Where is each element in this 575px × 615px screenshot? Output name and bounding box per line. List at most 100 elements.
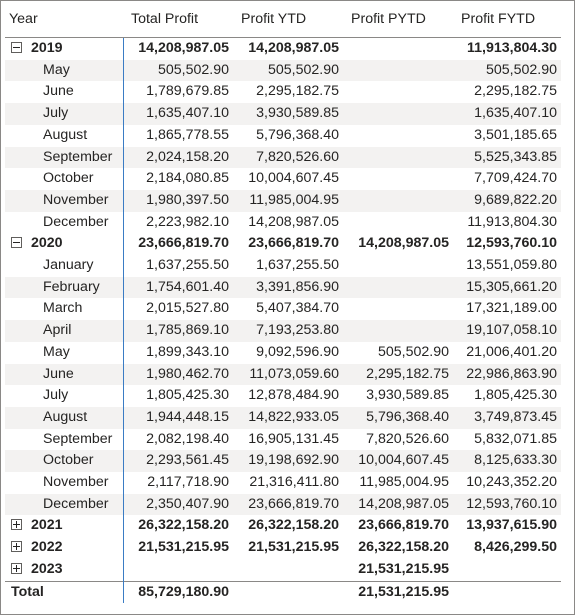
- month-row: March 2,015,527.80 5,407,384.70 17,321,189.…: [5, 298, 561, 321]
- profit-pytd-cell: 11,985,004.95: [359, 474, 449, 491]
- month-row: October 2,184,080.85 10,004,607.45 7,709,42…: [5, 168, 561, 190]
- row-label-cell: 2020: [5, 233, 124, 256]
- total-profit-cell: 1,980,397.50: [123, 189, 233, 212]
- profit-pytd-cell: 14,208,987.05: [358, 235, 449, 252]
- row-label: June: [43, 83, 74, 100]
- profit-fytd-cell: 15,305,661.20: [453, 276, 561, 299]
- expand-icon[interactable]: [11, 540, 22, 552]
- total-row: Total 85,729,180.90 21,531,215.95: [5, 580, 561, 604]
- profit-pytd-cell: 26,322,158.20: [358, 539, 449, 556]
- profit-fytd-cell: 11,913,804.30: [467, 213, 557, 230]
- profit-fytd-cell: 13,937,615.90: [466, 517, 557, 534]
- month-row: December 2,350,407.90 23,666,819.70 14,208,…: [5, 493, 561, 516]
- total-profit-cell: [123, 559, 233, 581]
- year-row[interactable]: 2020 23,666,819.70 23,666,819.70 14,208,987…: [5, 233, 561, 256]
- total-profit-cell: 21,531,215.95: [138, 539, 229, 556]
- profit-fytd-cell: 5,525,343.85: [453, 146, 561, 169]
- profit-ytd-cell: 10,004,607.45: [248, 170, 339, 187]
- row-label: July: [43, 387, 69, 404]
- total-profit-cell: 2,350,407.90: [123, 493, 233, 516]
- profit-ytd-cell: 7,820,526.60: [233, 146, 343, 169]
- year-row[interactable]: 2023 21,531,215.95: [5, 558, 561, 582]
- profit-pytd-cell: 21,531,215.95: [343, 580, 453, 604]
- row-label: December: [43, 495, 109, 512]
- row-label-cell: October: [5, 168, 124, 190]
- profit-ytd-cell: 505,502.90: [233, 59, 343, 82]
- row-label-cell: April: [5, 320, 124, 342]
- matrix-body: 2019 14,208,987.05 14,208,987.05 11,913,804…: [5, 37, 561, 604]
- month-row: July 1,635,407.10 3,930,589.85 1,635,407.10: [5, 103, 561, 125]
- profit-fytd-cell: 3,749,873.45: [453, 406, 561, 429]
- profit-pytd-cell: [343, 146, 453, 169]
- column-header-profit-pytd[interactable]: Profit PYTD: [343, 1, 453, 38]
- profit-fytd-cell: 19,107,058.10: [453, 320, 561, 342]
- row-label: September: [43, 148, 113, 165]
- year-row[interactable]: 2022 21,531,215.95 21,531,215.95 26,322,158…: [5, 537, 561, 559]
- row-label-cell: October: [5, 450, 124, 473]
- collapse-icon[interactable]: [11, 41, 22, 53]
- profit-fytd-cell: 7,709,424.70: [474, 170, 557, 187]
- profit-pytd-cell: 23,666,819.70: [358, 517, 449, 534]
- month-row: April 1,785,869.10 7,193,253.80 19,107,058.…: [5, 320, 561, 342]
- profit-pytd-cell: [343, 59, 453, 82]
- row-label-cell: December: [5, 211, 124, 234]
- total-profit-cell: 1,754,601.40: [123, 276, 233, 299]
- row-label-cell: 2022: [5, 537, 124, 559]
- total-profit-cell: 1,789,679.85: [146, 83, 229, 100]
- row-label-cell: August: [5, 124, 124, 147]
- profit-ytd-cell: 3,391,856.90: [233, 276, 343, 299]
- row-label: March: [43, 300, 83, 317]
- row-label: 2022: [31, 539, 63, 556]
- row-label-cell: Total: [5, 580, 124, 604]
- profit-pytd-cell: [343, 255, 453, 277]
- profit-fytd-cell: 11,913,804.30: [467, 40, 557, 56]
- column-header-profit-ytd[interactable]: Profit YTD: [233, 1, 343, 38]
- row-label-cell: January: [5, 255, 124, 277]
- row-label: May: [43, 343, 70, 360]
- profit-pytd-cell: [343, 276, 453, 299]
- month-row: November 1,980,397.50 11,985,004.95 9,689,8…: [5, 189, 561, 212]
- profit-ytd-cell: 26,322,158.20: [248, 517, 339, 534]
- year-row[interactable]: 2019 14,208,987.05 14,208,987.05 11,913,804…: [5, 37, 561, 60]
- row-label-cell: May: [5, 341, 124, 364]
- profit-pytd-cell: [343, 103, 453, 125]
- row-label-cell: July: [5, 103, 124, 125]
- column-header-total-profit[interactable]: Total Profit: [123, 1, 233, 38]
- profit-ytd-cell: 14,208,987.05: [248, 40, 339, 56]
- row-label-cell: September: [5, 428, 124, 451]
- profit-fytd-cell: 13,551,059.80: [466, 257, 557, 274]
- collapse-icon[interactable]: [11, 237, 22, 249]
- total-profit-cell: 1,637,255.50: [146, 257, 229, 274]
- total-profit-cell: 2,223,982.10: [146, 213, 229, 230]
- profit-ytd-cell: 11,985,004.95: [233, 189, 343, 212]
- expand-icon[interactable]: [11, 562, 22, 574]
- total-profit-cell: 505,502.90: [123, 59, 233, 82]
- row-label: 2020: [31, 235, 63, 252]
- total-profit-cell: 2,082,198.40: [146, 430, 229, 447]
- expand-icon[interactable]: [11, 519, 22, 531]
- month-row: October 2,293,561.45 19,198,692.90 10,004,6…: [5, 450, 561, 473]
- row-label: November: [43, 474, 109, 491]
- profit-fytd-cell: 21,006,401.20: [466, 343, 557, 360]
- column-header-year[interactable]: Year: [5, 1, 123, 38]
- total-profit-cell: 26,322,158.20: [138, 517, 229, 534]
- profit-fytd-cell: 10,243,352.20: [466, 474, 557, 491]
- row-label-cell: March: [5, 298, 124, 321]
- total-profit-cell: 2,024,158.20: [123, 146, 233, 169]
- row-label-cell: May: [5, 59, 124, 82]
- column-header-profit-fytd[interactable]: Profit FYTD: [453, 1, 561, 38]
- row-label-cell: September: [5, 146, 124, 169]
- profit-matrix: Year Total Profit Profit YTD Profit PYTD…: [5, 1, 561, 604]
- year-row[interactable]: 2021 26,322,158.20 26,322,158.20 23,666,819…: [5, 515, 561, 538]
- profit-ytd-cell: 19,198,692.90: [233, 450, 343, 473]
- month-row: August 1,944,448.15 14,822,933.05 5,796,368…: [5, 406, 561, 429]
- profit-fytd-cell: 12,593,760.10: [453, 493, 561, 516]
- row-label-cell: 2023: [5, 558, 124, 582]
- profit-pytd-cell: 2,295,182.75: [343, 363, 453, 386]
- profit-pytd-cell: 3,930,589.85: [366, 387, 449, 404]
- profit-fytd-cell: [453, 559, 561, 581]
- profit-pytd-cell: [343, 189, 453, 212]
- profit-pytd-cell: [343, 81, 453, 103]
- profit-fytd-cell: 1,805,425.30: [474, 387, 557, 404]
